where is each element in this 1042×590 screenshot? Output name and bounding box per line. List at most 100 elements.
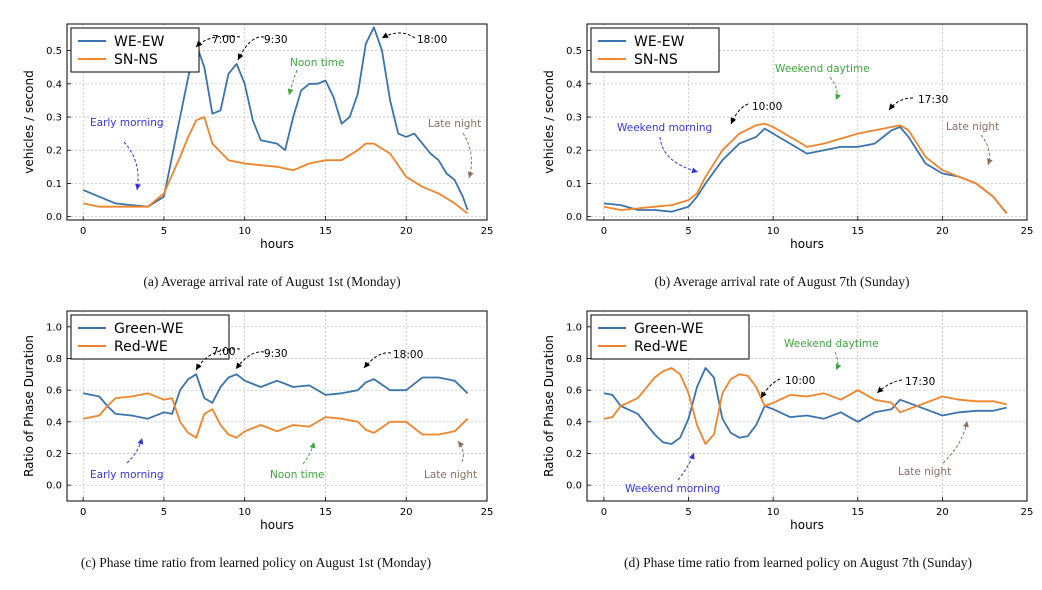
panel-caption: (d) Phase time ratio from learned policy… xyxy=(624,555,972,570)
annotation-arrow xyxy=(677,452,695,481)
annotation-label: 18:00 xyxy=(393,349,423,361)
annotation-arrowhead xyxy=(196,363,202,370)
annotation-arrow xyxy=(730,103,749,125)
x-tick-label: 5 xyxy=(161,507,167,518)
series-line-green-we xyxy=(83,373,469,420)
y-tick-label: 0.0 xyxy=(46,212,62,223)
x-tick-label: 25 xyxy=(1021,226,1034,237)
annotation-label: 17:30 xyxy=(918,94,948,106)
annotation-label: Late night xyxy=(424,469,477,481)
x-tick-label: 5 xyxy=(685,507,691,518)
annotation-label: Late night xyxy=(946,121,999,133)
legend-label: WE-EW xyxy=(634,34,685,50)
y-tick-label: 0.2 xyxy=(46,449,62,460)
annotation-label: 7:00 xyxy=(212,346,236,358)
annotation-arrowhead xyxy=(889,103,895,110)
chart-panel-4: 0 5 10 15 20 25 0.0 0.2 0.4 0.6 0.8 1.0 hours Ratio o… xyxy=(542,310,1034,570)
annotation-label: 10:00 xyxy=(752,101,782,113)
x-axis-label: hours xyxy=(260,518,294,532)
x-tick-label: 15 xyxy=(851,226,864,237)
x-axis-label: hours xyxy=(790,518,824,532)
annotation-label: Weekend daytime xyxy=(784,338,879,350)
y-tick-label: 0.0 xyxy=(566,212,582,223)
annotation-arrowhead xyxy=(688,453,695,460)
x-tick-label: 15 xyxy=(319,226,332,237)
annotation-arrowhead xyxy=(877,386,884,393)
x-tick-label: 15 xyxy=(319,507,332,518)
annotation-arrowhead xyxy=(691,167,698,174)
annotation-label: Weekend morning xyxy=(625,483,720,495)
x-tick-label: 25 xyxy=(481,507,494,518)
annotation-arrowhead xyxy=(467,171,474,178)
x-tick-label: 10 xyxy=(238,507,251,518)
y-axis-label: Ratio of Phase Duration xyxy=(542,335,556,477)
plot-frame xyxy=(586,23,1028,221)
x-tick-label: 25 xyxy=(1021,507,1034,518)
x-tick-label: 10 xyxy=(238,226,251,237)
plot-frame xyxy=(586,310,1028,502)
series-line-we-ew xyxy=(603,126,1008,214)
annotation-arrow xyxy=(980,134,990,166)
x-tick-label: 20 xyxy=(936,507,949,518)
annotation-label: Weekend morning xyxy=(617,122,712,134)
legend-box xyxy=(70,27,200,73)
x-axis-label: hours xyxy=(790,237,824,251)
y-tick-label: 0.8 xyxy=(566,354,582,365)
y-tick-label: 0.6 xyxy=(566,386,582,397)
annotation-arrowhead xyxy=(137,438,144,445)
annotation-arrowhead xyxy=(237,53,244,60)
x-tick-label: 0 xyxy=(80,507,86,518)
annotation-arrowhead xyxy=(730,117,737,124)
series-line-we-ew xyxy=(82,26,469,211)
annotation-label: 17:30 xyxy=(905,376,935,388)
series-line-red-we xyxy=(83,392,469,439)
annotation-label: Noon time xyxy=(270,469,324,481)
series-line-red-we xyxy=(603,367,1007,445)
annotation-arrowhead xyxy=(835,93,842,100)
x-tick-label: 0 xyxy=(601,507,607,518)
x-tick-label: 15 xyxy=(851,507,864,518)
annotation-arrowhead xyxy=(382,32,389,38)
y-tick-label: 0.1 xyxy=(46,179,62,190)
y-tick-label: 0.2 xyxy=(566,449,582,460)
y-tick-label: 1.0 xyxy=(566,322,582,333)
x-tick-label: 10 xyxy=(767,226,780,237)
x-tick-label: 20 xyxy=(400,507,413,518)
annotation-arrowhead xyxy=(287,88,294,95)
y-tick-label: 0.4 xyxy=(46,79,62,90)
y-tick-label: 0.2 xyxy=(46,146,62,157)
annotation-label: Early morning xyxy=(90,117,164,129)
legend-box xyxy=(590,314,750,360)
legend-label: Red-WE xyxy=(114,339,168,355)
legend-box xyxy=(70,314,230,360)
annotation-label: 9:30 xyxy=(264,34,288,46)
annotation-label: 18:00 xyxy=(417,34,447,46)
annotation-label: Late night xyxy=(898,466,951,478)
y-tick-label: 0.1 xyxy=(566,179,582,190)
annotation-arrow xyxy=(760,378,781,399)
y-tick-label: 0.5 xyxy=(566,46,582,57)
series-line-sn-ns xyxy=(603,122,1008,214)
panel-caption: (b) Average arrival rate of August 7th (… xyxy=(654,274,909,289)
annotation-arrowhead xyxy=(987,158,993,165)
panel-caption: (c) Phase time ratio from learned policy… xyxy=(81,555,431,570)
y-tick-label: 0.3 xyxy=(566,113,582,124)
annotation-label: 9:30 xyxy=(264,348,288,360)
x-tick-label: 0 xyxy=(601,226,607,237)
legend-label: Green-WE xyxy=(634,321,704,337)
y-tick-label: 0.0 xyxy=(46,481,62,492)
annotation-arrowhead xyxy=(836,363,842,370)
x-tick-label: 20 xyxy=(936,226,949,237)
y-tick-label: 0.3 xyxy=(46,113,62,124)
annotation-arrowhead xyxy=(761,391,767,398)
annotation-arrowhead xyxy=(236,362,242,369)
annotation-label: Late night xyxy=(428,118,481,130)
series-line-sn-ns xyxy=(83,116,469,215)
annotation-label: Early morning xyxy=(90,469,164,481)
annotation-arrowhead xyxy=(963,421,969,428)
legend-label: SN-NS xyxy=(114,52,158,68)
panel-caption: (a) Average arrival rate of August 1st (… xyxy=(143,274,400,289)
chart-panel-2: 0 5 10 15 20 25 0.0 0.1 0.2 0.3 0.4 0.5 hours vehicle… xyxy=(542,23,1034,289)
plot-frame xyxy=(66,23,488,221)
